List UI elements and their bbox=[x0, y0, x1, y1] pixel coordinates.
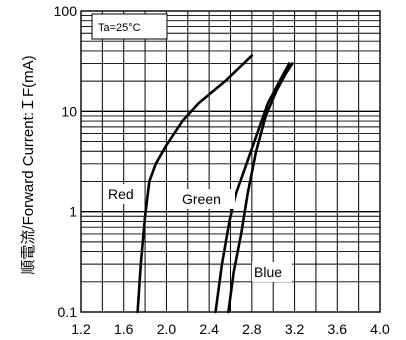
grid bbox=[81, 11, 380, 312]
x-tick-label: 3.2 bbox=[285, 321, 305, 337]
red-label-bg bbox=[106, 184, 144, 204]
tick-labels: 1.2 1.6 2.0 2.4 2.8 3.2 3.6 4.0 0.1 1 10 100 bbox=[54, 3, 390, 337]
series-label-green: Green bbox=[182, 191, 221, 207]
plot-frame bbox=[80, 10, 381, 313]
y-axis-label: 順電流/Forward Current:ＩF(mA) bbox=[20, 55, 37, 274]
blue-label-bg bbox=[252, 262, 292, 282]
curves bbox=[136, 54, 294, 314]
x-tick-label: 2.8 bbox=[242, 321, 262, 337]
series-label-blue: Blue bbox=[254, 264, 282, 280]
y-tick-label: 1 bbox=[69, 204, 77, 220]
series-line-red bbox=[136, 54, 254, 314]
series-line-green bbox=[214, 62, 291, 314]
x-tick-label: 1.2 bbox=[71, 321, 91, 337]
x-tick-label: 4.0 bbox=[370, 321, 390, 337]
green-label-bg bbox=[180, 189, 235, 209]
x-tick-label: 1.6 bbox=[114, 321, 134, 337]
series-label-red: Red bbox=[108, 186, 134, 202]
y-tick-label: 10 bbox=[61, 103, 77, 119]
series-line-blue bbox=[227, 62, 294, 314]
x-tick-label: 2.4 bbox=[199, 321, 219, 337]
annotation-box bbox=[91, 13, 168, 40]
x-tick-label: 3.6 bbox=[328, 321, 348, 337]
temperature-annotation: Ta=25°C bbox=[98, 22, 141, 34]
x-tick-label: 2.0 bbox=[157, 321, 177, 337]
y-tick-label: 100 bbox=[54, 3, 78, 19]
y-tick-label: 0.1 bbox=[58, 304, 78, 320]
